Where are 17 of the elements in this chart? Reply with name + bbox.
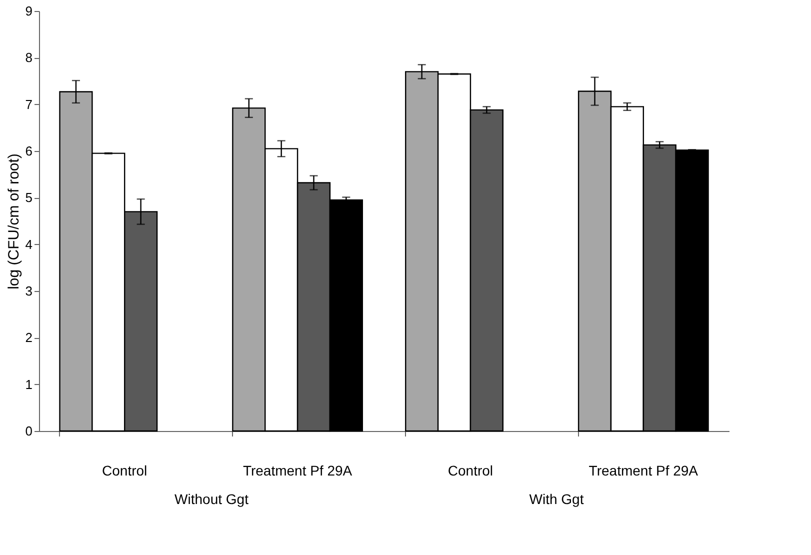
text: With Ggt [529, 491, 584, 507]
y-tick-label: 6 [25, 144, 32, 158]
y-tick-label: 5 [25, 190, 32, 206]
y-tick-label: 4 [25, 236, 32, 252]
y-tick-label: 1 [25, 376, 32, 392]
x-tick-label: Control [448, 462, 494, 478]
y-axis-title: log (CFU/cm of root) [5, 154, 22, 290]
y-tick-label: 7 [25, 96, 32, 112]
x-tick-label: Control [102, 462, 148, 478]
y-tick-label: 3 [25, 284, 32, 298]
y-tick-label: 2 [25, 330, 32, 346]
x-tick-label: Treatment Pf 29A [588, 462, 699, 478]
x-tick-label: Treatment Pf 29A [242, 462, 353, 478]
y-tick-label: 9 [25, 4, 32, 18]
y-tick-label: 8 [25, 50, 32, 66]
text: Without Ggt [174, 491, 249, 507]
y-tick-label: 0 [25, 424, 32, 438]
